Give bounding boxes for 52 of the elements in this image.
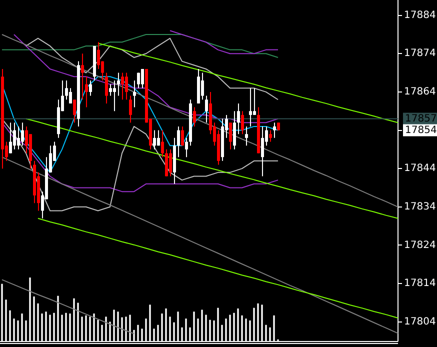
candlestick — [97, 42, 100, 70]
candlestick — [141, 68, 144, 89]
candlestick — [169, 148, 172, 177]
candlestick — [273, 122, 276, 138]
candlestick — [165, 148, 168, 177]
candlestick — [181, 126, 184, 146]
candlestick — [201, 72, 204, 100]
candlestick — [269, 130, 272, 142]
candlestick — [89, 80, 92, 96]
candlestick — [121, 72, 124, 100]
candlestick — [17, 126, 20, 150]
candlestick — [21, 122, 24, 146]
candlestick — [137, 72, 140, 89]
y-tick-label: 17884 — [404, 10, 436, 21]
candlestick — [233, 110, 236, 150]
candlestick — [13, 122, 16, 150]
candlestick — [237, 102, 240, 135]
candlestick — [125, 72, 128, 100]
candlestick — [9, 122, 12, 154]
candlestick — [153, 130, 156, 150]
candlestick — [157, 130, 160, 146]
y-tick-label: 17874 — [404, 48, 436, 60]
candlestick — [245, 126, 248, 146]
text: 17854 — [405, 124, 437, 136]
y-tick-label: 17834 — [404, 201, 436, 212]
candlestick — [109, 84, 112, 96]
y-tick-label: 17814 — [404, 278, 436, 290]
candlestick — [113, 80, 116, 112]
y-tick-label: 17824 — [404, 240, 436, 251]
candlestick — [161, 130, 164, 158]
candlestick — [81, 53, 84, 100]
y-tick-label: 17864 — [404, 86, 436, 98]
y-tick-label: 17804 — [404, 316, 436, 328]
candlestick — [85, 76, 88, 108]
candlestick — [249, 88, 252, 127]
candlestick — [65, 80, 68, 100]
candlestick — [205, 95, 208, 124]
candlestick — [133, 80, 136, 108]
y-tick-label: 17844 — [404, 163, 436, 174]
candlestick — [105, 72, 108, 104]
candlestick — [193, 106, 196, 127]
candlestick — [73, 99, 76, 124]
candlestick — [253, 88, 256, 116]
candlestick — [241, 110, 244, 135]
candlestick — [177, 126, 180, 158]
candlestick — [129, 95, 132, 124]
candlestick — [117, 72, 120, 96]
ref-line-label: 17857 — [405, 113, 437, 124]
candlestick — [69, 88, 72, 104]
candlestick — [185, 137, 188, 158]
candlestick — [229, 122, 232, 150]
candlestick — [261, 126, 264, 177]
